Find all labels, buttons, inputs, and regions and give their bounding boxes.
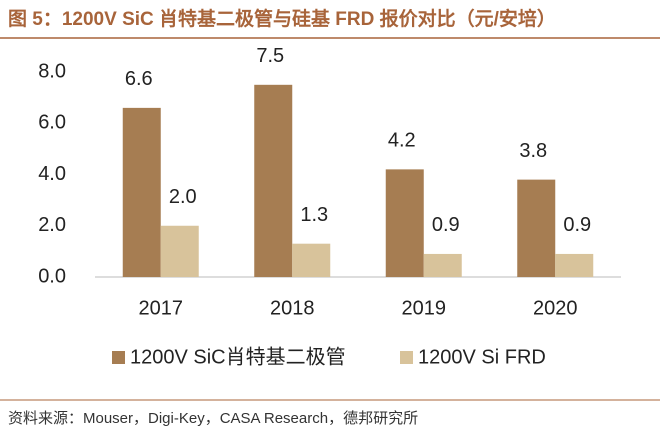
legend-label: 1200V SiC肖特基二极管 bbox=[130, 345, 346, 368]
value-label: 0.9 bbox=[563, 214, 591, 236]
source: 资料来源：Mouser，Digi-Key，CASA Research，德邦研究所 bbox=[8, 409, 418, 427]
y-tick-label: 4.0 bbox=[38, 163, 66, 185]
bar bbox=[517, 179, 556, 277]
legend-label: 1200V Si FRD bbox=[418, 346, 546, 368]
y-tick-label: 6.0 bbox=[38, 112, 66, 134]
bar bbox=[292, 243, 331, 277]
bar bbox=[423, 253, 462, 277]
x-tick-label: 2020 bbox=[533, 297, 578, 319]
bar bbox=[122, 107, 161, 277]
legend-swatch bbox=[400, 351, 413, 364]
value-label: 3.8 bbox=[519, 140, 547, 162]
value-label: 4.2 bbox=[388, 130, 416, 152]
x-tick-label: 2017 bbox=[139, 297, 184, 319]
value-label: 2.0 bbox=[169, 186, 197, 208]
bar bbox=[385, 169, 424, 277]
value-label: 0.9 bbox=[432, 214, 460, 236]
chart-title: 图 5：1200V SiC 肖特基二极管与硅基 FRD 报价对比（元/安培） bbox=[8, 7, 556, 30]
x-tick-label: 2019 bbox=[402, 297, 447, 319]
value-label: 6.6 bbox=[125, 68, 153, 90]
bar bbox=[555, 253, 594, 277]
bar bbox=[254, 84, 293, 277]
x-tick-label: 2018 bbox=[270, 297, 315, 319]
y-tick-label: 2.0 bbox=[38, 214, 66, 236]
y-tick-label: 0.0 bbox=[38, 265, 66, 287]
y-tick-label: 8.0 bbox=[38, 60, 66, 82]
bar bbox=[160, 225, 199, 277]
value-label: 7.5 bbox=[256, 45, 284, 67]
value-label: 1.3 bbox=[300, 204, 328, 226]
legend-swatch bbox=[112, 351, 125, 364]
